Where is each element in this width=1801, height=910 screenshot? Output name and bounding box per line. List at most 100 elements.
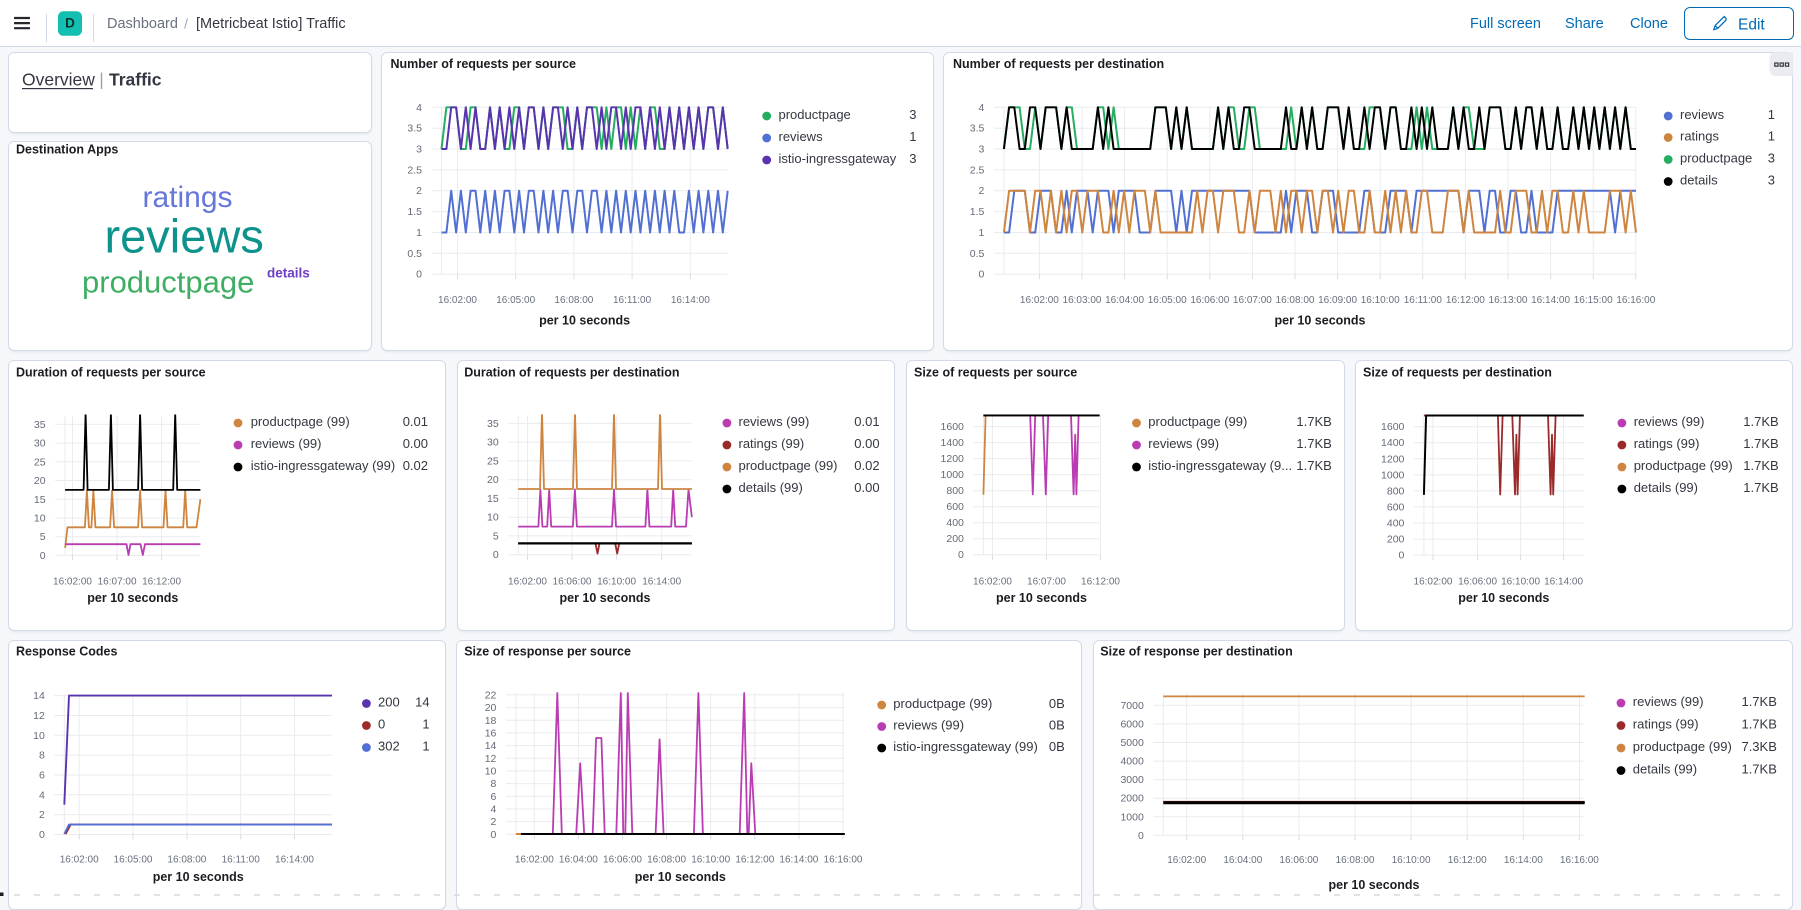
svg-text:2: 2 <box>491 816 497 828</box>
svg-text:16:06:00: 16:06:00 <box>553 576 592 587</box>
svg-text:1: 1 <box>909 129 916 144</box>
svg-text:0.00: 0.00 <box>854 436 879 451</box>
svg-text:1.7KB: 1.7KB <box>1743 480 1778 495</box>
svg-text:16:02:00: 16:02:00 <box>53 576 92 587</box>
svg-text:12: 12 <box>485 753 497 765</box>
svg-text:1: 1 <box>979 227 985 239</box>
svg-text:istio-ingressgateway: istio-ingressgateway <box>779 151 897 166</box>
svg-text:30: 30 <box>487 437 499 449</box>
svg-text:Number of requests per destina: Number of requests per destination <box>953 57 1164 71</box>
svg-text:14: 14 <box>33 690 45 702</box>
svg-text:5: 5 <box>40 531 46 543</box>
svg-text:200: 200 <box>378 694 400 709</box>
svg-text:16:02:00: 16:02:00 <box>1414 576 1453 587</box>
svg-text:istio-ingressgateway (99): istio-ingressgateway (99) <box>893 739 1038 754</box>
svg-text:reviews (99): reviews (99) <box>251 436 322 451</box>
svg-text:16:12:00: 16:12:00 <box>735 855 774 866</box>
svg-text:per 10 seconds: per 10 seconds <box>539 313 630 327</box>
svg-text:per 10 seconds: per 10 seconds <box>1274 313 1365 327</box>
svg-text:800: 800 <box>946 485 964 497</box>
svg-text:0: 0 <box>491 829 497 841</box>
svg-text:reviews: reviews <box>105 210 264 263</box>
svg-text:1: 1 <box>422 738 429 753</box>
svg-text:Number of requests per source: Number of requests per source <box>391 57 577 71</box>
svg-text:ratings: ratings <box>143 181 233 214</box>
svg-text:16:08:00: 16:08:00 <box>1336 855 1375 866</box>
svg-text:Overview: Overview <box>22 70 95 90</box>
svg-text:200: 200 <box>1387 534 1405 546</box>
svg-text:0B: 0B <box>1049 696 1065 711</box>
svg-text:16:10:00: 16:10:00 <box>597 576 636 587</box>
svg-text:per 10 seconds: per 10 seconds <box>1328 878 1419 892</box>
svg-text:0.02: 0.02 <box>854 458 879 473</box>
svg-text:1.5: 1.5 <box>970 206 985 218</box>
svg-text:productpage (99): productpage (99) <box>1148 414 1247 429</box>
svg-text:ratings: ratings <box>1680 128 1720 143</box>
svg-text:16:08:00: 16:08:00 <box>167 855 206 866</box>
svg-text:0.00: 0.00 <box>403 436 428 451</box>
svg-text:3: 3 <box>979 144 985 156</box>
svg-text:D: D <box>65 16 75 31</box>
svg-text:ratings (99): ratings (99) <box>1634 436 1700 451</box>
svg-text:1.7KB: 1.7KB <box>1741 761 1776 776</box>
svg-text:10: 10 <box>34 513 46 525</box>
svg-text:reviews (99): reviews (99) <box>1148 436 1219 451</box>
svg-text:ratings (99): ratings (99) <box>1633 716 1699 731</box>
svg-text:0: 0 <box>378 716 385 731</box>
svg-text:0: 0 <box>958 549 964 561</box>
svg-text:Full screen: Full screen <box>1470 16 1541 32</box>
svg-text:14: 14 <box>485 740 497 752</box>
svg-text:details (99): details (99) <box>1633 761 1697 776</box>
svg-text:|: | <box>99 70 104 90</box>
svg-text:1: 1 <box>422 716 429 731</box>
svg-text:reviews (99): reviews (99) <box>1633 694 1704 709</box>
svg-text:1600: 1600 <box>1381 421 1405 433</box>
svg-text:3.5: 3.5 <box>407 123 422 135</box>
svg-text:400: 400 <box>946 517 964 529</box>
svg-text:3: 3 <box>416 144 422 156</box>
svg-text:Size of requests per destinati: Size of requests per destination <box>1363 366 1552 380</box>
svg-text:800: 800 <box>1387 485 1405 497</box>
svg-text:0: 0 <box>493 549 499 561</box>
svg-text:1: 1 <box>416 227 422 239</box>
svg-text:1400: 1400 <box>1381 437 1405 449</box>
svg-text:7000: 7000 <box>1120 700 1144 712</box>
svg-text:16:16:00: 16:16:00 <box>1560 855 1599 866</box>
svg-text:3: 3 <box>909 151 916 166</box>
svg-text:16:02:00: 16:02:00 <box>508 576 547 587</box>
svg-text:details: details <box>1680 172 1718 187</box>
svg-text:2: 2 <box>39 809 45 821</box>
svg-text:16:02:00: 16:02:00 <box>1020 295 1059 306</box>
svg-text:Clone: Clone <box>1630 16 1668 32</box>
svg-text:[Metricbeat Istio] Traffic: [Metricbeat Istio] Traffic <box>196 16 346 32</box>
svg-text:0: 0 <box>416 269 422 281</box>
svg-text:3: 3 <box>1768 150 1775 165</box>
svg-text:20: 20 <box>485 702 497 714</box>
svg-text:400: 400 <box>1387 518 1405 530</box>
svg-text:1.7KB: 1.7KB <box>1743 436 1778 451</box>
svg-text:5: 5 <box>493 530 499 542</box>
svg-text:16:04:00: 16:04:00 <box>559 855 598 866</box>
svg-text:Response Codes: Response Codes <box>16 645 117 659</box>
svg-text:Duration of requests per sourc: Duration of requests per source <box>16 366 206 380</box>
svg-text:16:16:00: 16:16:00 <box>824 855 863 866</box>
svg-text:0: 0 <box>40 550 46 562</box>
svg-text:25: 25 <box>487 455 499 467</box>
svg-text:istio-ingressgateway (9...: istio-ingressgateway (9... <box>1148 458 1292 473</box>
svg-text:4: 4 <box>979 102 985 114</box>
svg-text:per 10 seconds: per 10 seconds <box>87 591 178 605</box>
svg-text:istio-ingressgateway (99): istio-ingressgateway (99) <box>251 458 396 473</box>
svg-text:600: 600 <box>946 501 964 513</box>
svg-text:16:14:00: 16:14:00 <box>1504 855 1543 866</box>
svg-text:4: 4 <box>491 804 497 816</box>
svg-text:1.7KB: 1.7KB <box>1296 414 1331 429</box>
svg-text:0.00: 0.00 <box>854 480 879 495</box>
svg-text:4: 4 <box>39 789 45 801</box>
svg-text:15: 15 <box>487 493 499 505</box>
svg-text:20: 20 <box>34 475 46 487</box>
svg-text:600: 600 <box>1387 501 1405 513</box>
svg-text:16:12:00: 16:12:00 <box>1448 855 1487 866</box>
svg-text:16:11:00: 16:11:00 <box>613 295 652 306</box>
svg-text:5000: 5000 <box>1120 737 1144 749</box>
svg-text:14: 14 <box>415 694 429 709</box>
